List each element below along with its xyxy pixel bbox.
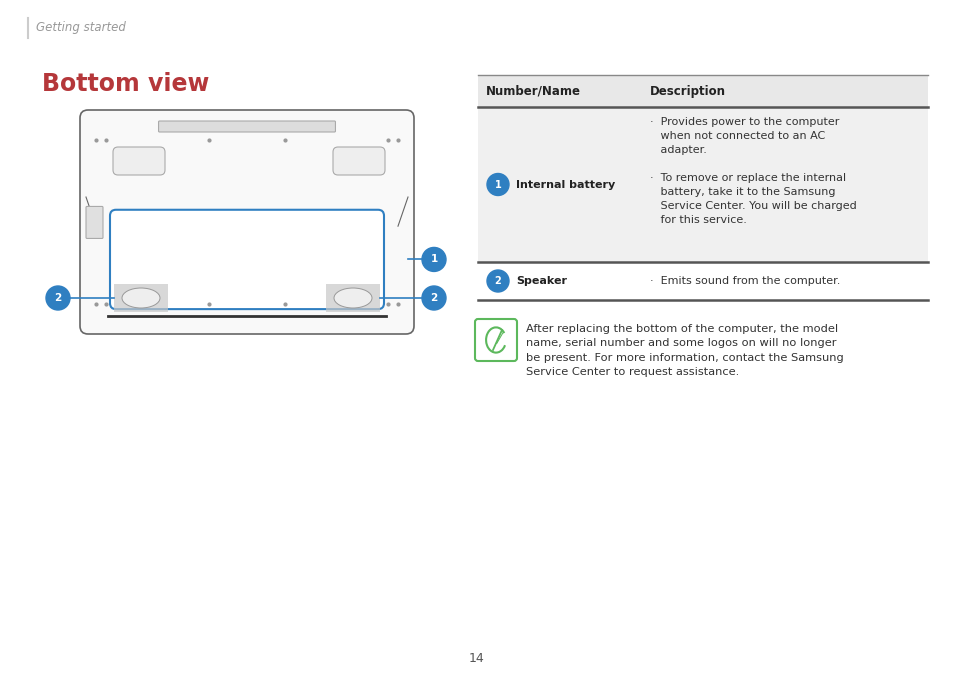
Bar <box>477 75 927 107</box>
Text: 1: 1 <box>430 254 437 265</box>
Circle shape <box>486 270 509 292</box>
Text: Number/Name: Number/Name <box>485 84 580 97</box>
FancyBboxPatch shape <box>80 110 414 334</box>
FancyBboxPatch shape <box>86 207 103 238</box>
Circle shape <box>421 248 446 271</box>
FancyBboxPatch shape <box>112 147 165 175</box>
FancyBboxPatch shape <box>475 319 517 361</box>
Ellipse shape <box>334 288 372 308</box>
Text: 2: 2 <box>54 293 62 303</box>
FancyBboxPatch shape <box>333 147 385 175</box>
Text: 2: 2 <box>494 276 501 286</box>
Text: 2: 2 <box>430 293 437 303</box>
FancyBboxPatch shape <box>110 210 384 309</box>
Text: 14: 14 <box>469 651 484 664</box>
Bar <box>477 107 927 262</box>
Text: Internal battery: Internal battery <box>516 180 615 190</box>
Bar <box>477 262 927 300</box>
Text: Speaker: Speaker <box>516 276 566 286</box>
Text: ·  Provides power to the computer
   when not connected to an AC
   adapter.

· : · Provides power to the computer when no… <box>649 117 856 225</box>
Text: ⁄: ⁄ <box>491 333 500 348</box>
Text: Bottom view: Bottom view <box>42 72 209 96</box>
Text: 1: 1 <box>494 180 501 190</box>
Circle shape <box>421 286 446 310</box>
Bar <box>113 284 168 312</box>
Circle shape <box>46 286 70 310</box>
Circle shape <box>486 173 509 196</box>
Text: Description: Description <box>649 84 725 97</box>
Bar <box>326 284 379 312</box>
Text: Getting started: Getting started <box>36 22 126 34</box>
Ellipse shape <box>122 288 160 308</box>
Text: After replacing the bottom of the computer, the model
name, serial number and so: After replacing the bottom of the comput… <box>525 324 842 377</box>
FancyBboxPatch shape <box>158 121 335 132</box>
Text: ·  Emits sound from the computer.: · Emits sound from the computer. <box>649 276 840 286</box>
